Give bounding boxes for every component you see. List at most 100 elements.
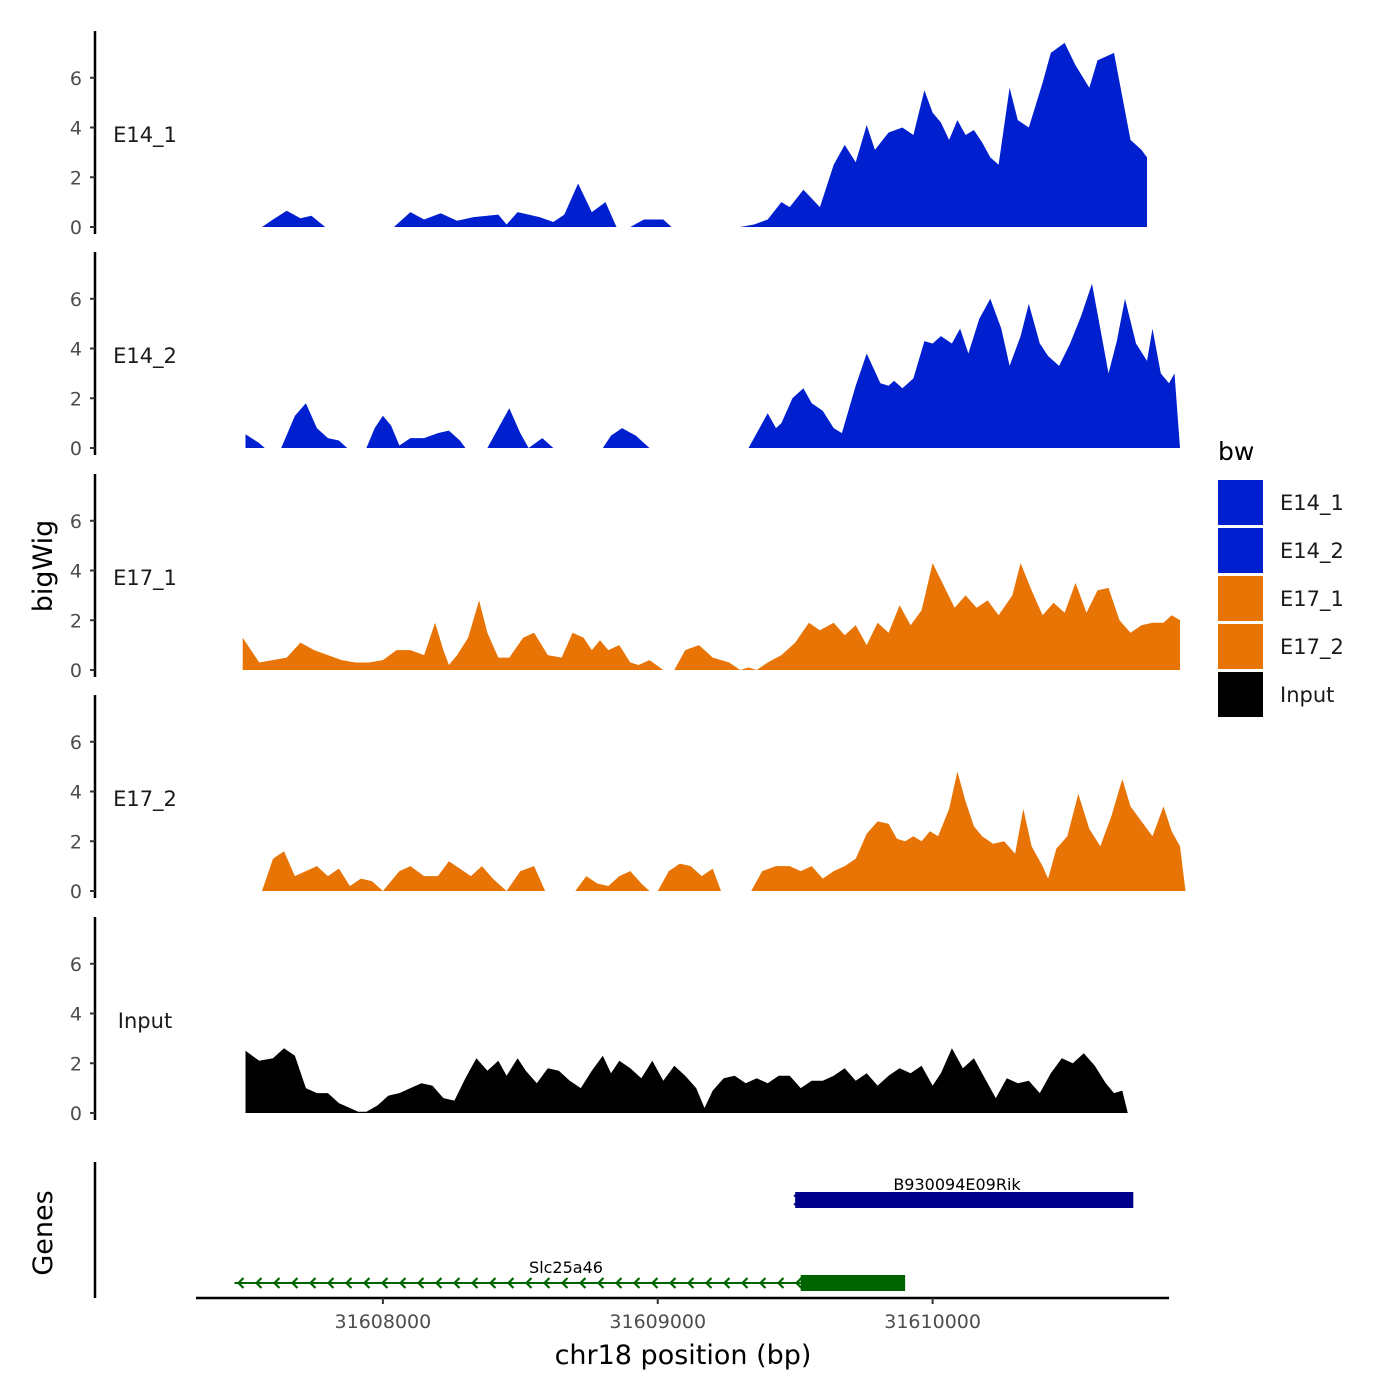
track-Input: 0 2 4 6 Input xyxy=(70,917,1128,1125)
track-label: E17_2 xyxy=(113,787,177,812)
track-E14_1: 0 2 4 6 E14_1 xyxy=(70,31,1147,239)
x-tick-label: 31608000 xyxy=(335,1311,432,1333)
signal-area xyxy=(262,210,326,227)
y-tick-label: 6 xyxy=(70,732,82,754)
signal-area xyxy=(602,428,650,448)
y-tick-label: 0 xyxy=(70,881,82,903)
strand-chevron xyxy=(362,1277,371,1289)
y-tick-label: 0 xyxy=(70,217,82,239)
track-E17_1: 0 2 4 6 E17_1 xyxy=(70,474,1180,682)
strand-chevron xyxy=(758,1277,767,1289)
legend-swatch xyxy=(1218,576,1263,621)
legend-swatch xyxy=(1218,528,1263,573)
gene-Slc25a46: Slc25a46 xyxy=(234,1258,906,1291)
signal-area xyxy=(748,283,1180,448)
signal-area xyxy=(242,600,664,670)
y-axis-title: bigWig xyxy=(28,520,59,613)
track-label: E17_1 xyxy=(113,566,177,591)
signal-area xyxy=(751,771,1186,891)
strand-chevron xyxy=(416,1277,425,1289)
legend-label: Input xyxy=(1280,683,1334,707)
signal-area xyxy=(575,871,650,891)
legend-label: E17_2 xyxy=(1280,635,1344,660)
gene-B930094E09Rik: B930094E09Rik xyxy=(793,1175,1134,1208)
strand-chevron xyxy=(650,1277,659,1289)
y-tick-label: 0 xyxy=(70,438,82,460)
signal-area xyxy=(366,415,466,448)
track-label: Input xyxy=(118,1009,172,1033)
strand-chevron xyxy=(614,1277,623,1289)
gene-label: B930094E09Rik xyxy=(893,1175,1021,1194)
tracks-layer: 0 2 4 6 E14_1 0 2 4 6 E14_2 0 2 4 6 E17_1 0 2 4 6 E17_2 0 2 4 6… xyxy=(70,31,1186,1125)
strand-chevron xyxy=(380,1277,389,1289)
y-tick-label: 6 xyxy=(70,68,82,90)
y-tick-label: 4 xyxy=(70,561,82,583)
strand-chevron xyxy=(776,1277,785,1289)
legend-swatch xyxy=(1218,672,1263,717)
strand-chevron xyxy=(434,1277,443,1289)
strand-chevron xyxy=(254,1277,263,1289)
y-tick-label: 2 xyxy=(70,167,82,189)
y-tick-label: 4 xyxy=(70,339,82,361)
y-tick-label: 4 xyxy=(70,118,82,140)
strand-chevron xyxy=(452,1277,461,1289)
strand-chevron xyxy=(506,1277,515,1289)
strand-chevron xyxy=(668,1277,677,1289)
signal-area xyxy=(674,563,1180,670)
legend: bw E14_1 E14_2 E17_1 E17_2 Input xyxy=(1218,437,1344,717)
y-tick-label: 2 xyxy=(70,388,82,410)
signal-area xyxy=(630,219,672,227)
signal-area xyxy=(382,861,507,891)
strand-chevron xyxy=(308,1277,317,1289)
strand-chevron xyxy=(344,1277,353,1289)
track-label: E14_1 xyxy=(113,123,177,148)
y-tick-label: 2 xyxy=(70,1053,82,1075)
strand-chevron xyxy=(542,1277,551,1289)
y-tick-label: 0 xyxy=(70,1103,82,1125)
y-tick-label: 6 xyxy=(70,289,82,311)
legend-title: bw xyxy=(1218,437,1254,466)
y-tick-label: 2 xyxy=(70,610,82,632)
strand-chevron xyxy=(794,1277,803,1289)
strand-chevron xyxy=(632,1277,641,1289)
strand-chevron xyxy=(398,1277,407,1289)
track-E17_2: 0 2 4 6 E17_2 xyxy=(70,695,1186,903)
gene-exon xyxy=(800,1275,906,1291)
signal-area xyxy=(657,863,721,891)
x-tick-label: 31610000 xyxy=(884,1311,981,1333)
strand-chevron xyxy=(470,1277,479,1289)
signal-area xyxy=(245,434,265,448)
strand-chevron xyxy=(290,1277,299,1289)
y-tick-label: 2 xyxy=(70,831,82,853)
x-axis-title: chr18 position (bp) xyxy=(555,1340,812,1371)
signal-area xyxy=(506,866,546,891)
legend-swatch xyxy=(1218,480,1263,525)
y-tick-label: 6 xyxy=(70,511,82,533)
strand-chevron xyxy=(686,1277,695,1289)
y-tick-label: 6 xyxy=(70,954,82,976)
x-axis: 31608000 31609000 31610000 xyxy=(196,1296,1169,1333)
track-label: E14_2 xyxy=(113,344,177,369)
strand-chevron xyxy=(560,1277,569,1289)
strand-chevron xyxy=(722,1277,731,1289)
strand-chevron xyxy=(272,1277,281,1289)
y-tick-label: 0 xyxy=(70,660,82,682)
strand-chevron xyxy=(488,1277,497,1289)
legend-label: E14_1 xyxy=(1280,491,1344,516)
signal-area xyxy=(740,42,1147,228)
x-tick-label: 31609000 xyxy=(609,1311,706,1333)
signal-area xyxy=(262,851,383,891)
genes-axis-title: Genes xyxy=(28,1190,59,1275)
strand-chevron xyxy=(740,1277,749,1289)
signal-area xyxy=(281,403,348,448)
genes-layer: B930094E09Rik Slc25a46 xyxy=(93,1162,1134,1298)
strand-chevron xyxy=(596,1277,605,1289)
signal-area xyxy=(393,183,617,227)
strand-chevron xyxy=(704,1277,713,1289)
signal-area xyxy=(245,1048,1128,1113)
track-E14_2: 0 2 4 6 E14_2 xyxy=(70,252,1180,460)
signal-area xyxy=(528,438,554,448)
y-tick-label: 4 xyxy=(70,782,82,804)
strand-chevron xyxy=(326,1277,335,1289)
